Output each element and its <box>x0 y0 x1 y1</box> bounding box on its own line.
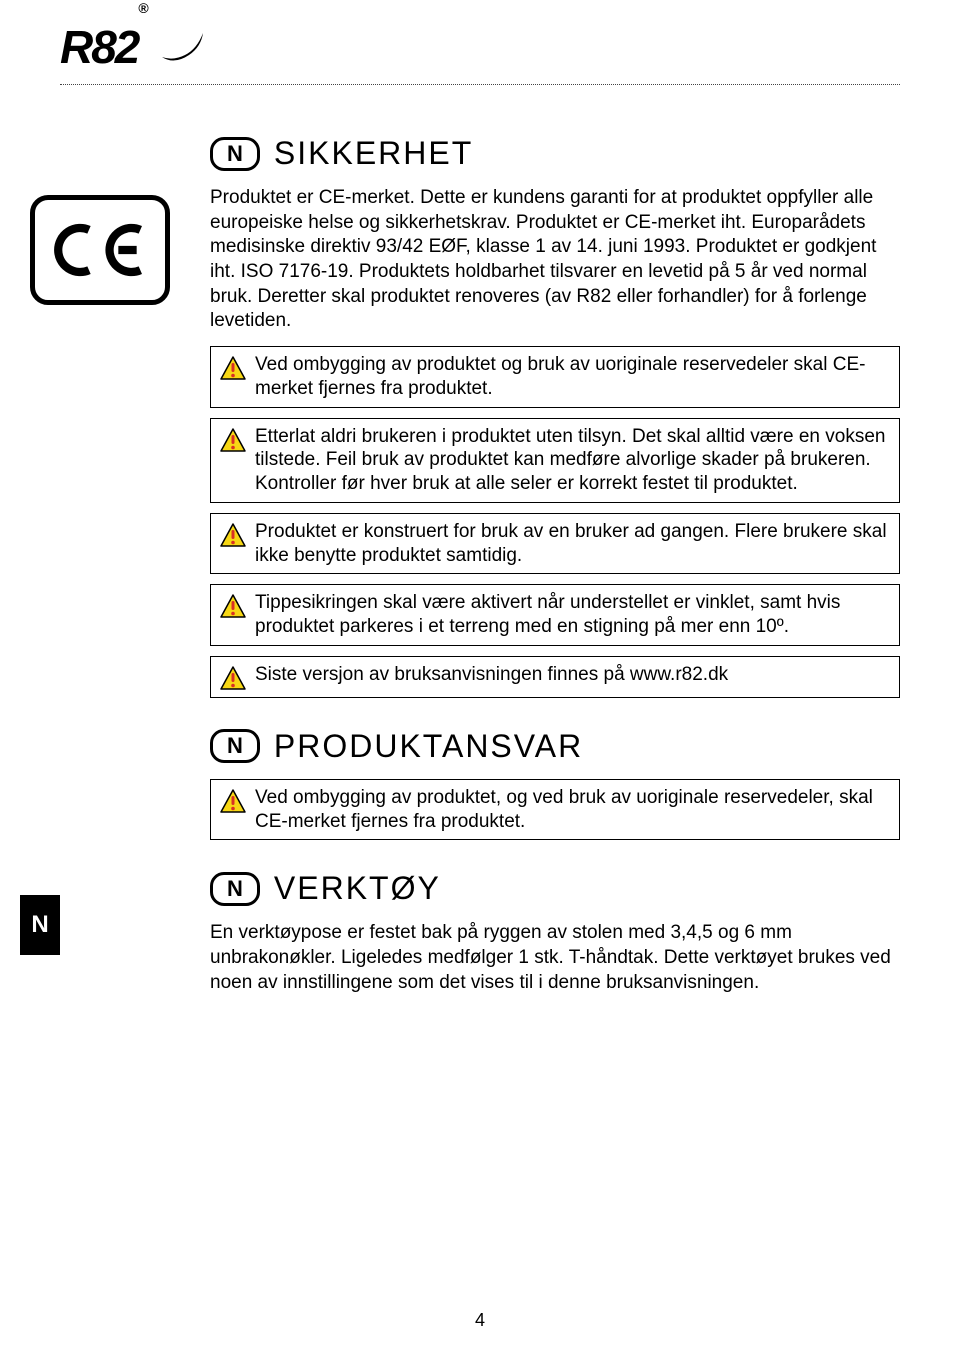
left-column: N <box>20 115 180 1007</box>
section-heading-verktoy: N VERKTØY <box>210 870 900 907</box>
lang-badge: N <box>210 137 260 171</box>
warning-text: Produktet er konstruert for bruk av en b… <box>255 520 891 568</box>
sikkerhet-body: Produktet er CE-merket. Dette er kundens… <box>210 186 900 334</box>
swoosh-icon <box>159 27 209 67</box>
warning-text: Tippesikringen skal være aktivert når un… <box>255 591 891 639</box>
right-column: N SIKKERHET Produktet er CE-merket. Dett… <box>210 115 900 1007</box>
warning-box: Etterlat aldri brukeren i produktet uten… <box>210 418 900 503</box>
warning-box: Ved ombygging av produktet, og ved bruk … <box>210 779 900 841</box>
warning-text: Ved ombygging av produktet og bruk av uo… <box>255 353 891 401</box>
section-heading-produktansvar: N PRODUKTANSVAR <box>210 728 900 765</box>
warning-box: Produktet er konstruert for bruk av en b… <box>210 513 900 575</box>
warning-triangle-icon <box>219 355 247 381</box>
lang-badge: N <box>210 872 260 906</box>
section-heading-sikkerhet: N SIKKERHET <box>210 135 900 172</box>
divider-dotted <box>60 84 900 85</box>
lang-badge: N <box>210 729 260 763</box>
warning-box: Siste versjon av bruksanvisningen finnes… <box>210 656 900 698</box>
warning-box: Ved ombygging av produktet og bruk av uo… <box>210 346 900 408</box>
ce-mark-icon <box>30 195 170 305</box>
heading-sikkerhet: SIKKERHET <box>274 135 473 172</box>
main-content: N N SIKKERHET Produktet er CE-merket. De… <box>0 115 960 1007</box>
side-tab-label: N <box>31 911 48 939</box>
brand-name: R82 <box>60 21 138 73</box>
page-number: 4 <box>475 1310 485 1331</box>
registered-mark: ® <box>138 0 146 16</box>
verktoy-body: En verktøypose er festet bak på ryggen a… <box>210 921 900 995</box>
warning-triangle-icon <box>219 665 247 691</box>
side-lang-tab: N <box>20 895 60 955</box>
brand-logo: R82® <box>60 20 147 74</box>
logo-header: R82® <box>0 0 960 84</box>
warning-text: Ved ombygging av produktet, og ved bruk … <box>255 786 891 834</box>
heading-verktoy: VERKTØY <box>274 870 441 907</box>
warning-triangle-icon <box>219 593 247 619</box>
warning-text: Etterlat aldri brukeren i produktet uten… <box>255 425 891 496</box>
warning-triangle-icon <box>219 427 247 453</box>
warning-text: Siste versjon av bruksanvisningen finnes… <box>255 663 728 687</box>
warning-triangle-icon <box>219 522 247 548</box>
heading-produktansvar: PRODUKTANSVAR <box>274 728 583 765</box>
warning-box: Tippesikringen skal være aktivert når un… <box>210 584 900 646</box>
warning-triangle-icon <box>219 788 247 814</box>
